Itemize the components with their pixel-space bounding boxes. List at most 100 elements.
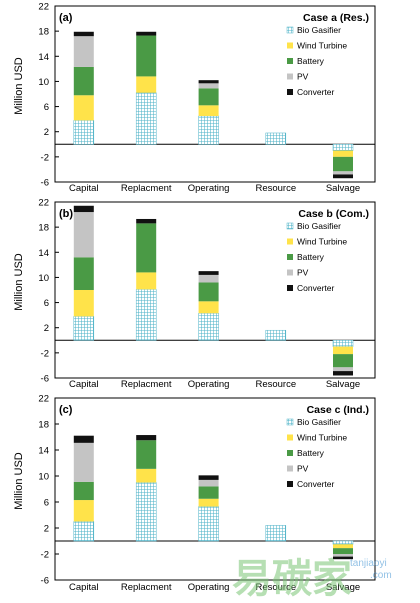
legend-label-pv: PV	[297, 464, 309, 474]
category-label: Replacment	[121, 379, 172, 390]
bar-segment-bio-gasifier	[135, 289, 157, 341]
panel-c: 22 18 14 10 6 2 -2 -6 Million USD (c) Case c (Ind.…	[13, 394, 376, 593]
legend-swatch-bio-gasifier	[286, 26, 294, 34]
bar-segment-wind-turbine	[333, 346, 353, 355]
y-tick-label: 10	[38, 472, 49, 483]
legend-label-battery: Battery	[297, 448, 325, 458]
legend-label-converter: Converter	[297, 87, 334, 97]
panel-a: 22 18 14 10 6 2 -2 -6 Million USD (a) Case a (Res.…	[13, 2, 376, 194]
legend-swatch-wind-turbine	[287, 434, 293, 441]
legend-swatch-pv	[287, 465, 293, 472]
bar-segment-battery	[198, 88, 219, 106]
bar-segment-converter	[198, 80, 219, 84]
y-tick-label: -2	[41, 550, 49, 561]
plot-frame	[54, 397, 376, 581]
category-label: Operating	[188, 379, 230, 390]
bar-segment-converter	[333, 371, 353, 376]
y-tick-label: 18	[38, 420, 49, 431]
bar-segment-pv	[333, 367, 353, 372]
legend-swatch-converter	[287, 89, 293, 95]
legend-label-pv: PV	[297, 268, 309, 278]
legend-label-converter: Converter	[297, 479, 334, 489]
bar-segment-battery	[73, 66, 94, 96]
bar-segment-converter	[198, 475, 219, 480]
watermark-site: tanjiaoyi	[350, 558, 387, 569]
y-tick-label: 14	[38, 248, 49, 259]
bar-segment-battery	[73, 257, 94, 290]
legend-swatch-converter	[287, 285, 293, 291]
bar-segment-pv	[73, 212, 94, 258]
category-label: Capital	[69, 379, 99, 390]
panel-label: (a)	[59, 12, 73, 24]
bar-segment-converter	[73, 435, 94, 443]
bar-segment-pv	[333, 554, 353, 557]
y-tick-label: 22	[38, 394, 49, 405]
bar-segment-wind-turbine	[136, 468, 157, 483]
watermark-domain: .com	[370, 570, 392, 581]
category-label: Resource	[255, 183, 296, 194]
bar-segment-wind-turbine	[198, 498, 219, 507]
legend-swatch-converter	[287, 481, 293, 487]
y-tick-label: 6	[44, 298, 49, 309]
y-tick-label: -6	[41, 576, 49, 587]
bar-segment-pv	[198, 274, 219, 283]
bar-segment-wind-turbine	[136, 76, 157, 93]
bar-segment-bio-gasifier	[73, 120, 95, 145]
y-tick-label: 2	[44, 323, 49, 334]
bar-segment-converter	[333, 556, 353, 560]
bar-segment-bio-gasifier	[332, 144, 354, 151]
panel-label: (c)	[59, 404, 73, 416]
category-label: Salvage	[326, 582, 360, 593]
y-tick-label: 6	[44, 498, 49, 509]
bar-segment-bio-gasifier	[265, 132, 287, 145]
category-label: Resource	[255, 379, 296, 390]
y-tick-label: 14	[38, 52, 49, 63]
bar-segment-battery	[136, 223, 157, 273]
category-label: Replacment	[121, 183, 172, 194]
bar-segment-pv	[198, 479, 219, 487]
bar-segment-converter	[198, 271, 219, 275]
category-label: Salvage	[326, 183, 360, 194]
case-title: Case a (Res.)	[303, 12, 369, 24]
y-axis-label: Million USD	[13, 57, 25, 115]
y-tick-label: -6	[41, 374, 49, 385]
case-title: Case c (Ind.)	[307, 404, 369, 416]
bar-segment-bio-gasifier	[73, 316, 95, 341]
legend-label-wind-turbine: Wind Turbine	[297, 41, 347, 51]
y-tick-label: 10	[38, 77, 49, 88]
legend-swatch-pv	[287, 269, 293, 276]
bar-segment-wind-turbine	[333, 150, 353, 157]
legend-swatch-pv	[287, 73, 293, 80]
bar-segment-bio-gasifier	[265, 329, 287, 341]
y-tick-label: -2	[41, 152, 49, 163]
bar-segment-converter	[136, 435, 157, 441]
legend-label-battery: Battery	[297, 252, 325, 262]
bar-segment-converter	[73, 205, 94, 213]
category-label: Resource	[255, 582, 296, 593]
legend-label-bio-gasifier: Bio Gasifier	[297, 25, 341, 35]
bar-segment-converter	[136, 31, 157, 36]
y-tick-label: 2	[44, 524, 49, 535]
bar-segment-battery	[73, 481, 94, 501]
bar-segment-battery	[198, 282, 219, 302]
y-tick-label: 18	[38, 223, 49, 234]
y-tick-label: 18	[38, 27, 49, 38]
category-label: Capital	[69, 183, 99, 194]
bar-segment-battery	[136, 35, 157, 77]
category-label: Replacment	[121, 582, 172, 593]
watermark-brand: 易碳家	[232, 557, 352, 598]
category-label: Operating	[188, 582, 230, 593]
legend-label-bio-gasifier: Bio Gasifier	[297, 417, 341, 427]
category-label: Operating	[188, 183, 230, 194]
bar-segment-wind-turbine	[73, 95, 94, 121]
bar-segment-wind-turbine	[136, 272, 157, 290]
bar-segment-converter	[73, 31, 94, 37]
plot-frame	[54, 201, 376, 379]
legend-label-wind-turbine: Wind Turbine	[297, 433, 347, 443]
y-tick-label: 2	[44, 127, 49, 138]
bar-segment-pv	[198, 83, 219, 89]
category-label: Salvage	[326, 379, 360, 390]
bar-segment-pv	[333, 171, 353, 175]
